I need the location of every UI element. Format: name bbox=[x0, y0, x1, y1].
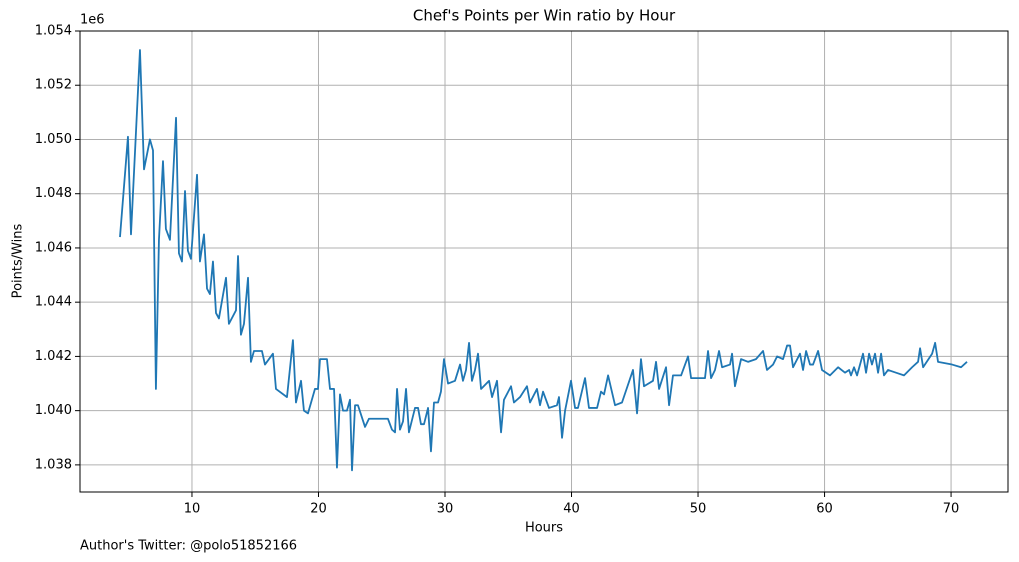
x-tick-label: 60 bbox=[816, 502, 833, 517]
x-tick-label: 10 bbox=[184, 502, 201, 517]
x-tick-label: 70 bbox=[943, 502, 960, 517]
y-tick-label: 1.050 bbox=[35, 132, 72, 147]
y-tick-label: 1.042 bbox=[35, 349, 72, 364]
offset-label: 1e6 bbox=[80, 13, 105, 28]
plot-frame bbox=[79, 30, 1009, 493]
y-tick-label: 1.046 bbox=[35, 240, 72, 255]
y-tick-label: 1.048 bbox=[35, 186, 72, 201]
x-axis-label: Hours bbox=[525, 521, 563, 536]
y-tick-label: 1.040 bbox=[35, 403, 72, 418]
y-tick-label: 1.052 bbox=[35, 78, 72, 93]
x-tick-label: 40 bbox=[563, 502, 580, 517]
data-line bbox=[119, 49, 968, 472]
x-tick-label: 20 bbox=[310, 502, 327, 517]
y-tick-label: 1.054 bbox=[35, 24, 72, 39]
x-tick-label: 50 bbox=[690, 502, 707, 517]
y-tick-label: 1.044 bbox=[35, 295, 72, 310]
footer: Author's Twitter: @polo51852166 bbox=[80, 539, 297, 554]
x-tick-label: 30 bbox=[437, 502, 454, 517]
y-tick-label: 1.038 bbox=[35, 457, 72, 472]
y-axis-label: Points/Wins bbox=[11, 223, 26, 298]
chart-title: Chef's Points per Win ratio by Hour bbox=[413, 7, 676, 25]
